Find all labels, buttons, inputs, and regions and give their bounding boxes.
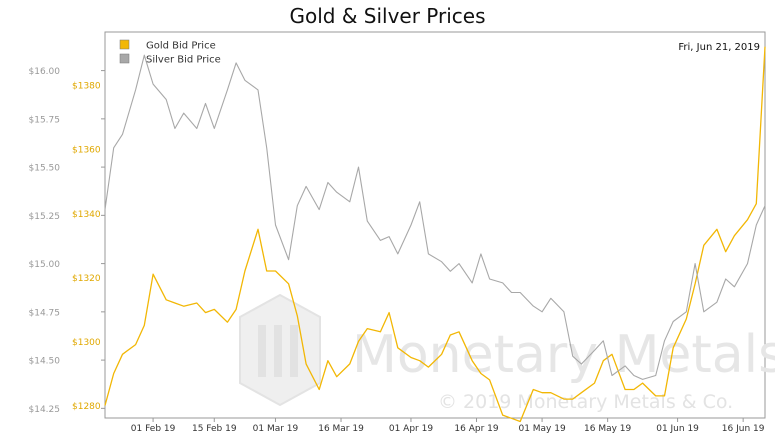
watermark-logo-bar — [258, 325, 266, 377]
x-tick-label: 16 Apr 19 — [454, 424, 498, 434]
x-tick-label: 01 Mar 19 — [253, 424, 299, 434]
gold-price-line — [104, 46, 766, 423]
x-tick-label: 16 Jun 19 — [722, 424, 765, 434]
watermark-logo-bar — [274, 325, 282, 377]
legend-swatch — [119, 53, 130, 64]
watermark-logo-bar — [290, 325, 298, 377]
y-right-tick-label: $1340 — [72, 210, 101, 220]
watermark-text: Monetary Metals — [352, 325, 775, 385]
x-tick-label: 16 May 19 — [584, 424, 632, 434]
y-right-tick-label: $1320 — [72, 274, 101, 284]
y-left-tick-label: $15.50 — [29, 164, 61, 174]
x-tick-label: 01 Apr 19 — [389, 424, 433, 434]
y-left-tick-label: $14.50 — [29, 357, 61, 367]
x-tick-label: 16 Mar 19 — [318, 424, 364, 434]
legend-label: Silver Bid Price — [146, 55, 221, 66]
y-left-tick-label: $15.00 — [29, 260, 61, 270]
silver-price-line — [104, 54, 766, 380]
y-right-tick-label: $1300 — [72, 338, 101, 348]
y-left-tick-label: $14.75 — [29, 308, 61, 318]
date-label: Fri, Jun 21, 2019 — [678, 42, 760, 53]
copyright-text: © 2019 Monetary Metals & Co. — [438, 391, 733, 413]
x-tick-label: 15 Feb 19 — [192, 424, 237, 434]
x-tick-label: 01 Feb 19 — [131, 424, 176, 434]
y-left-tick-label: $16.00 — [29, 67, 61, 77]
y-left-tick-label: $14.25 — [29, 405, 61, 415]
chart-title: Gold & Silver Prices — [289, 4, 486, 28]
y-left-tick-label: $15.75 — [29, 115, 61, 125]
x-tick-label: 01 May 19 — [518, 424, 566, 434]
y-right-tick-label: $1360 — [72, 146, 101, 156]
legend-label: Gold Bid Price — [146, 41, 216, 52]
x-tick-label: 01 Jun 19 — [656, 424, 699, 434]
y-left-tick-label: $15.25 — [29, 212, 61, 222]
plot-area — [104, 31, 766, 419]
legend-swatch — [119, 39, 130, 50]
y-right-tick-label: $1380 — [72, 82, 101, 92]
y-right-tick-label: $1280 — [72, 402, 101, 412]
